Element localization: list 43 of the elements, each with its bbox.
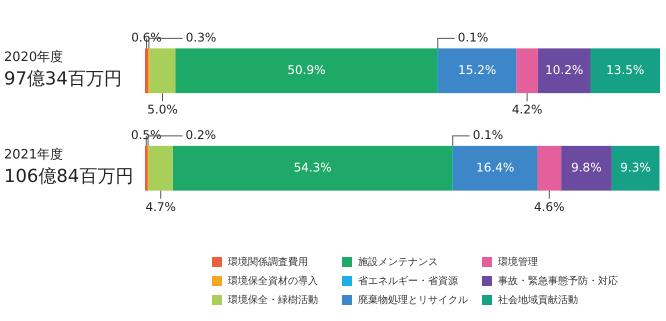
y-tick-label: 2020年度 97億34百万円 — [4, 49, 122, 90]
data-label: 0.6% — [131, 30, 162, 44]
bar — [516, 48, 538, 94]
data-label: 4.2% — [512, 102, 542, 116]
bar — [590, 48, 660, 94]
bar — [175, 48, 438, 94]
data-label: 13.5% — [606, 62, 644, 77]
bar — [150, 48, 176, 94]
legend-label: 施設メンテナンス — [358, 256, 438, 268]
bar — [172, 146, 452, 191]
data-label: 15.2% — [458, 62, 496, 77]
data-label: 4.7% — [145, 200, 176, 214]
data-label: 0.1% — [458, 30, 488, 44]
legend-label: 事故・緊急事態予防・対応 — [498, 274, 618, 288]
data-label: 50.9% — [287, 62, 326, 77]
bar — [145, 48, 148, 94]
bar — [438, 48, 516, 94]
legend-label: 社会地域貢献活動 — [498, 294, 578, 306]
data-label: 10.2% — [545, 62, 584, 77]
bar — [538, 48, 590, 94]
data-label: 9.8% — [571, 160, 602, 174]
data-label: 9.3% — [620, 160, 651, 174]
data-label: 4.6% — [534, 200, 565, 214]
bar — [537, 146, 562, 191]
bar — [148, 146, 173, 191]
data-label: 5.0% — [147, 102, 178, 116]
legend-label: 環境保全資材の導入 — [228, 274, 318, 288]
legend-label: 省エネルギー・省資源 — [358, 274, 458, 288]
legend-label: 環境管理 — [498, 256, 538, 268]
data-label: 54.3% — [294, 160, 332, 174]
bar — [612, 146, 660, 191]
data-label: 0.2% — [186, 128, 216, 142]
bar — [561, 146, 612, 191]
data-label: 0.1% — [472, 128, 504, 142]
legend-label: 廃棄物処理とリサイクル — [358, 294, 468, 306]
data-label: 0.3% — [186, 30, 216, 44]
bar — [145, 146, 148, 191]
legend-label: 環境保全・緑樹活動 — [228, 294, 318, 306]
legend-label: 環境関係調査費用 — [228, 256, 308, 268]
bar — [452, 146, 538, 191]
data-label: 16.4% — [476, 160, 514, 174]
data-label: 0.5% — [131, 128, 162, 142]
y-tick-label: 2021年度 106億84百万円 — [4, 146, 134, 187]
